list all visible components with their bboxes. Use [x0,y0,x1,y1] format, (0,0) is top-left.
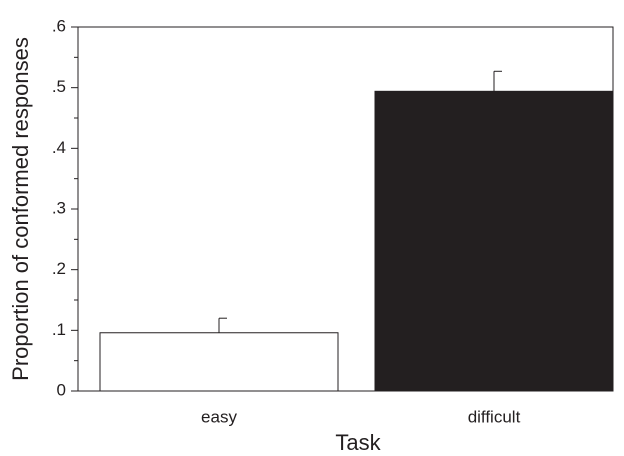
bar [99,332,339,392]
y-tick-label: .3 [52,198,66,217]
y-tick-label: .2 [52,259,66,278]
bar [374,90,614,392]
y-tick-label: .4 [52,138,66,157]
x-tick-label: easy [201,407,237,426]
y-axis-title: Proportion of conformed responses [8,37,33,381]
x-tick-label: difficult [468,407,521,426]
y-tick-label: .1 [52,320,66,339]
x-axis-title: Task [335,430,381,455]
y-tick-label: .5 [52,77,66,96]
y-tick-label: 0 [57,380,66,399]
y-tick-label: .6 [52,16,66,35]
